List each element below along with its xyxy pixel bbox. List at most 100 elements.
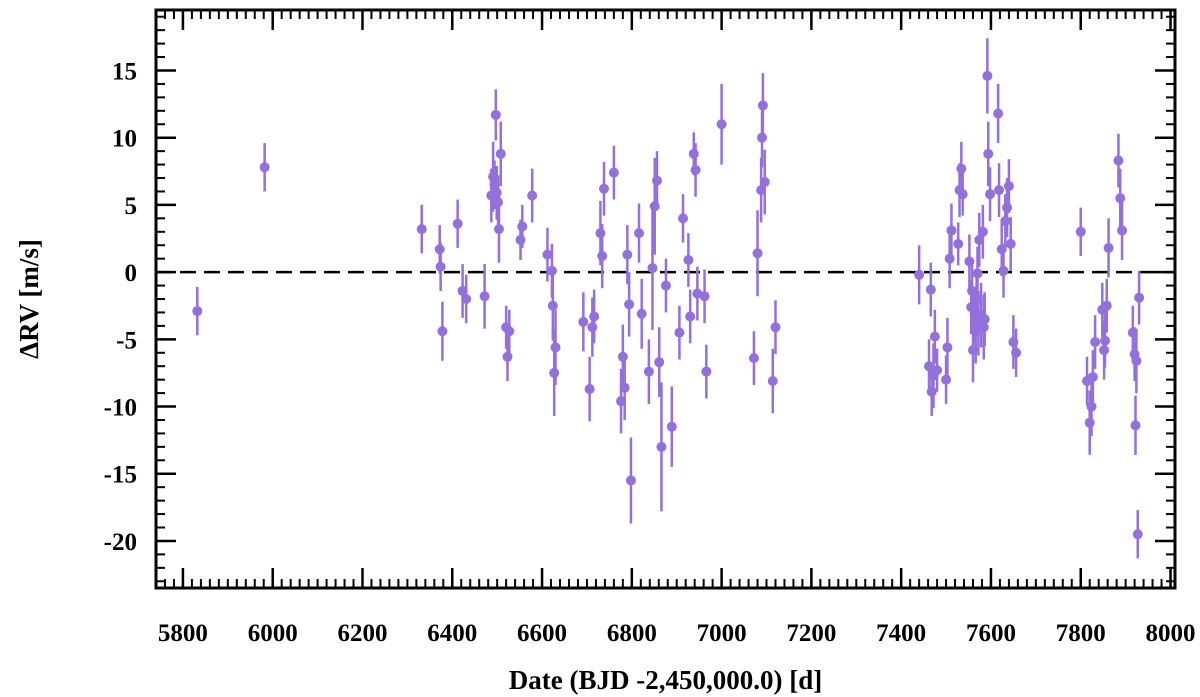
data-marker bbox=[547, 300, 558, 311]
data-marker bbox=[1005, 238, 1016, 249]
data-point bbox=[547, 270, 558, 341]
data-point bbox=[983, 121, 994, 187]
x-tick-label: 7400 bbox=[876, 620, 926, 647]
data-point bbox=[493, 195, 504, 263]
data-point bbox=[929, 309, 940, 364]
data-point bbox=[1003, 159, 1014, 213]
data-points bbox=[192, 38, 1145, 559]
data-point bbox=[690, 143, 701, 197]
data-marker bbox=[932, 365, 943, 376]
x-tick-label: 6800 bbox=[607, 620, 657, 647]
data-marker bbox=[1101, 300, 1112, 311]
data-marker bbox=[1103, 242, 1114, 253]
y-tick-label: 10 bbox=[112, 126, 137, 153]
data-marker bbox=[636, 308, 647, 319]
data-marker bbox=[956, 163, 967, 174]
data-marker bbox=[461, 294, 472, 304]
data-point bbox=[1099, 313, 1110, 368]
data-marker bbox=[914, 269, 925, 280]
data-marker bbox=[1130, 420, 1141, 431]
data-point bbox=[716, 83, 727, 165]
data-marker bbox=[674, 327, 685, 338]
data-marker bbox=[608, 167, 619, 178]
data-marker bbox=[1115, 193, 1126, 204]
x-tick-label: 7800 bbox=[1056, 620, 1106, 647]
y-tick-label: -20 bbox=[104, 529, 137, 556]
data-marker bbox=[1117, 225, 1128, 236]
data-point bbox=[701, 344, 712, 399]
data-point bbox=[770, 300, 781, 355]
data-point bbox=[1086, 376, 1097, 437]
data-point bbox=[608, 145, 619, 200]
data-marker bbox=[495, 148, 506, 159]
x-tick-label: 6200 bbox=[337, 620, 387, 647]
data-point bbox=[699, 269, 710, 324]
data-point bbox=[674, 305, 685, 360]
data-point bbox=[944, 229, 955, 289]
y-tick-label: -10 bbox=[104, 395, 137, 422]
data-point bbox=[1011, 328, 1022, 377]
data-marker bbox=[699, 291, 710, 302]
data-marker bbox=[517, 221, 528, 232]
data-point bbox=[932, 348, 943, 392]
data-marker bbox=[1075, 226, 1086, 237]
data-marker bbox=[972, 268, 983, 279]
data-marker bbox=[1084, 417, 1095, 428]
data-marker bbox=[925, 284, 936, 295]
data-marker bbox=[964, 256, 975, 267]
data-marker bbox=[625, 475, 636, 486]
data-point bbox=[1132, 510, 1143, 559]
data-marker bbox=[578, 316, 589, 327]
data-marker bbox=[479, 291, 490, 302]
data-point bbox=[437, 301, 448, 361]
data-marker bbox=[683, 255, 694, 266]
data-point bbox=[985, 167, 996, 222]
data-marker bbox=[619, 382, 630, 393]
data-marker bbox=[998, 265, 1009, 276]
data-marker bbox=[622, 249, 633, 260]
data-point bbox=[957, 172, 968, 216]
data-point bbox=[527, 168, 538, 223]
data-point bbox=[656, 382, 667, 512]
data-point bbox=[964, 234, 975, 289]
data-point bbox=[636, 278, 647, 349]
data-marker bbox=[527, 190, 538, 201]
data-marker bbox=[515, 234, 526, 245]
data-point bbox=[759, 149, 770, 215]
data-point bbox=[748, 331, 759, 386]
x-tick-label: 6600 bbox=[517, 620, 567, 647]
data-marker bbox=[589, 311, 600, 322]
data-point bbox=[685, 289, 696, 344]
data-point bbox=[956, 141, 967, 196]
data-marker bbox=[752, 248, 763, 259]
x-tick-label: 7600 bbox=[966, 620, 1016, 647]
data-marker bbox=[944, 253, 955, 264]
data-point bbox=[502, 332, 513, 381]
data-point bbox=[1101, 278, 1112, 333]
data-point bbox=[416, 204, 427, 254]
y-tick-label: -5 bbox=[116, 327, 137, 354]
data-point bbox=[994, 163, 1005, 218]
data-point bbox=[192, 286, 203, 336]
data-point bbox=[953, 222, 964, 266]
data-marker bbox=[542, 249, 553, 260]
data-marker bbox=[929, 331, 940, 342]
x-tick-label: 6400 bbox=[427, 620, 477, 647]
data-marker bbox=[994, 185, 1005, 196]
data-marker bbox=[1003, 181, 1014, 192]
data-marker bbox=[993, 108, 1004, 119]
data-marker bbox=[643, 366, 654, 377]
data-marker bbox=[759, 177, 770, 188]
data-point bbox=[495, 121, 506, 187]
data-point bbox=[259, 143, 270, 192]
data-marker bbox=[624, 299, 635, 310]
data-marker bbox=[1099, 335, 1110, 346]
data-marker bbox=[1131, 355, 1142, 366]
data-point bbox=[517, 204, 528, 248]
data-point bbox=[622, 225, 633, 285]
data-marker bbox=[490, 109, 501, 120]
y-axis-label: ΔRV [m/s] bbox=[14, 239, 44, 359]
data-point bbox=[578, 292, 589, 352]
data-marker bbox=[716, 119, 727, 130]
